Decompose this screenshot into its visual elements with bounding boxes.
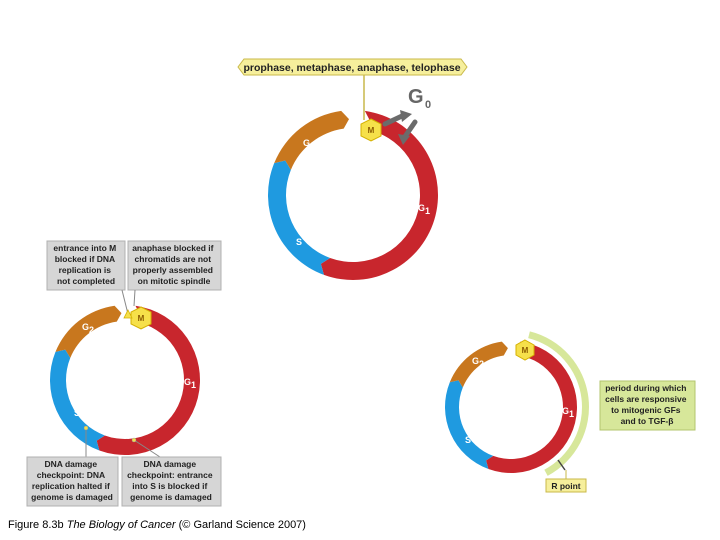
svg-text:anaphase blocked if chro: anaphase blocked if chromatids are not p… xyxy=(132,243,216,286)
box-dna-g1 xyxy=(121,456,222,507)
cycle-left: entrance into M blocked if DNA replicati… xyxy=(26,240,222,507)
g0-subscript: 0 xyxy=(425,99,431,111)
box-dna-s-line-2: checkpoint: DNA xyxy=(37,470,105,480)
svg-text:DNA damage checkpoint: D: DNA damage checkpoint: DNA replication h… xyxy=(31,459,113,502)
box-anaphase-line-2: chromatids are not xyxy=(135,254,212,264)
m-hexagon xyxy=(130,306,152,330)
caption-book-title: The Biology of Cancer xyxy=(66,519,176,531)
svg-text:G: G xyxy=(562,406,569,416)
box-period-line-4: and to TGF-β xyxy=(621,416,674,426)
box-anaphase xyxy=(127,240,222,291)
svg-text:G: G xyxy=(184,377,191,387)
box-dna-g1-line-4: genome is damaged xyxy=(130,492,212,502)
m-label: M xyxy=(368,126,375,135)
g2-segment xyxy=(449,341,508,388)
cycle-right: M G 2 S G 1 period during which cells ar… xyxy=(445,331,696,493)
svg-text:DNA damage checkpoint: e: DNA damage checkpoint: entrance into S i… xyxy=(127,459,215,502)
box-period-line-3: to mitogenic GFs xyxy=(611,405,681,415)
box-period-line-1: period during which xyxy=(605,383,686,393)
svg-text:1: 1 xyxy=(425,206,430,216)
svg-text:2: 2 xyxy=(479,359,484,369)
box-dna-g1-line-2: checkpoint: entrance xyxy=(127,470,213,480)
s-label: S xyxy=(296,237,302,247)
checkpoint-marker-top xyxy=(123,309,133,319)
m-hexagon xyxy=(515,339,535,361)
caption-credit: (© Garland Science 2007) xyxy=(178,519,306,531)
g2-segment xyxy=(274,110,350,170)
svg-text:G: G xyxy=(472,356,479,366)
mitosis-banner xyxy=(237,58,468,76)
box-period xyxy=(599,380,696,431)
box-dna-g1-line-3: into S is blocked if xyxy=(132,481,207,491)
svg-text:G: G xyxy=(82,322,89,332)
svg-text:period during which cell: period during which cells are responsive… xyxy=(605,383,689,426)
g2-label: G 2 xyxy=(82,322,94,335)
box-anaphase-line-4: on mitotic spindle xyxy=(138,276,211,286)
svg-text:entrance into M blocked: entrance into M blocked if DNA replicati… xyxy=(53,243,118,286)
g1-label: G 1 xyxy=(562,406,574,419)
g1-label: G 1 xyxy=(418,203,430,216)
box-anaphase-line-1: anaphase blocked if xyxy=(132,243,213,253)
box-period-line-2: cells are responsive xyxy=(605,394,687,404)
pointer-entrance-m xyxy=(121,289,129,315)
svg-text:2: 2 xyxy=(89,325,94,335)
restriction-window-arc xyxy=(528,331,589,476)
box-dna-s-line-3: replication halted if xyxy=(32,481,110,491)
s-label: S xyxy=(465,435,471,445)
m-hexagon xyxy=(360,118,382,142)
box-entrance-m-line-1: entrance into M xyxy=(53,243,116,253)
box-dna-g1-line-1: DNA damage xyxy=(144,459,197,469)
g1-label: G 1 xyxy=(184,377,196,390)
box-entrance-m xyxy=(46,240,126,291)
figure-caption: Figure 8.3b The Biology of Cancer (© Gar… xyxy=(8,519,306,531)
svg-text:1: 1 xyxy=(191,380,196,390)
box-entrance-m-line-2: blocked if DNA xyxy=(55,254,115,264)
svg-text:1: 1 xyxy=(569,409,574,419)
pointer-anaphase xyxy=(133,289,136,307)
checkpoint-dot-g1 xyxy=(131,437,137,443)
r-point-box xyxy=(545,478,587,493)
svg-text:G: G xyxy=(418,203,425,213)
box-entrance-m-line-4: not completed xyxy=(57,276,115,286)
g0-exit-arrowhead xyxy=(400,110,412,122)
s-segment xyxy=(50,349,105,451)
s-segment xyxy=(267,160,331,275)
checkpoint-dot-s xyxy=(83,425,89,431)
g0-exit-arrow xyxy=(382,113,405,127)
svg-text:G: G xyxy=(303,138,310,148)
s-label: S xyxy=(74,408,80,418)
box-dna-s-line-4: genome is damaged xyxy=(31,492,113,502)
m-label: M xyxy=(522,346,529,355)
r-point-tick xyxy=(557,459,566,471)
g1-segment xyxy=(96,305,200,455)
box-entrance-m-line-3: replication is xyxy=(59,265,112,275)
svg-text:2: 2 xyxy=(310,141,315,151)
box-anaphase-line-3: properly assembled xyxy=(133,265,213,275)
g2-label: G 2 xyxy=(303,138,315,151)
caption-figure-number: Figure 8.3b xyxy=(8,519,64,531)
pointer-dna-g1 xyxy=(133,439,161,458)
g2-label: G 2 xyxy=(472,356,484,369)
m-label: M xyxy=(138,314,145,323)
s-segment xyxy=(445,380,494,470)
g1-segment xyxy=(486,341,578,473)
g0-label: G xyxy=(408,86,424,108)
box-dna-s-line-1: DNA damage xyxy=(45,459,98,469)
g0-return-arrowhead xyxy=(398,134,410,145)
g1-segment xyxy=(320,110,438,281)
r-point-label: R point xyxy=(551,481,580,491)
box-dna-s xyxy=(26,456,119,507)
mitosis-banner-label: prophase, metaphase, anaphase, telophase xyxy=(243,62,460,74)
g2-segment xyxy=(55,305,122,358)
cycle-top: prophase, metaphase, anaphase, telophase… xyxy=(237,58,468,281)
